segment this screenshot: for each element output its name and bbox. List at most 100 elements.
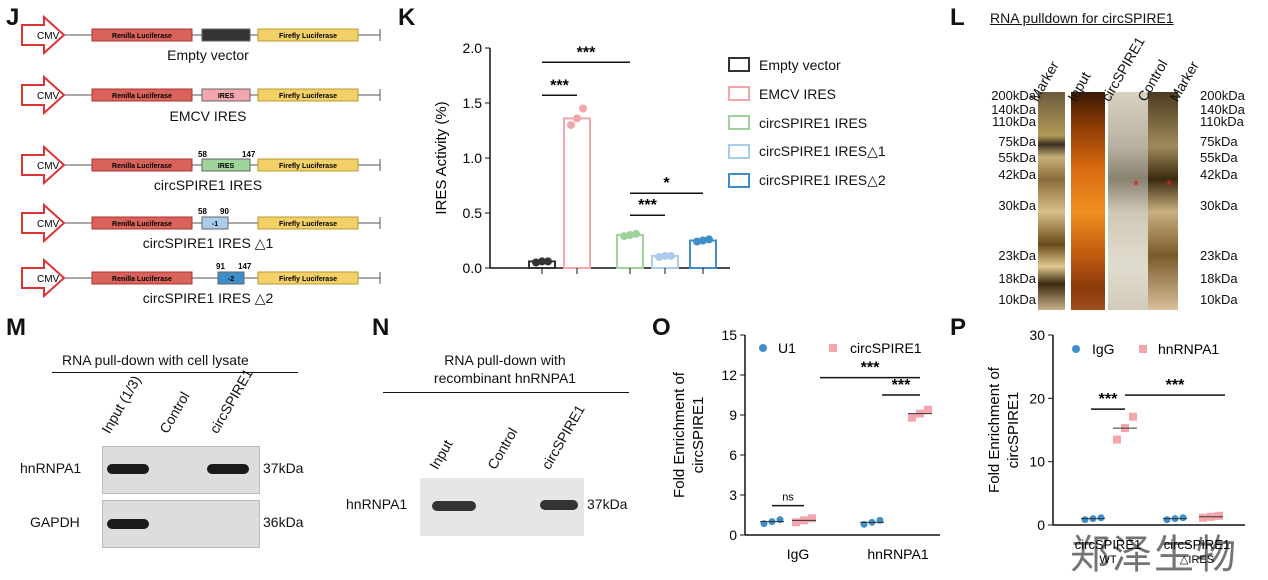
k-legend-item: circSPIRE1 IRES△1 <box>728 137 928 166</box>
p-sig-2: *** <box>1166 377 1185 394</box>
firefly-label: Firefly Luciferase <box>279 163 337 170</box>
blot-n-title-1: RNA pull-down with <box>444 352 566 368</box>
p-point-igg <box>1097 514 1105 522</box>
l-size-right: 10kDa <box>1200 292 1238 307</box>
p-y-tick-label: 0 <box>1037 517 1045 533</box>
l-size-right: 200kDa <box>1200 88 1245 103</box>
construct-caption: circSPIRE1 IRES △1 <box>142 235 274 251</box>
m-lane-label: Control <box>156 388 193 436</box>
k-legend-swatch <box>728 86 750 101</box>
o-point-circ <box>792 518 800 527</box>
insert-label: IRES <box>218 93 235 100</box>
k-legend-label: circSPIRE1 IRES△1 <box>759 143 886 159</box>
k-sig-circ-vs-d2: * <box>663 175 670 192</box>
l-size-right: 55kDa <box>1200 150 1238 165</box>
construct-diagram: CMV Renilla Luciferase Firefly Luciferase C… <box>21 16 381 297</box>
renilla-label: Renilla Luciferase <box>112 93 172 100</box>
o-y-tick-label: 9 <box>729 407 737 423</box>
k-legend-item: Empty vector <box>728 50 928 79</box>
p-x-label-1a: circSPIRE1 <box>1075 537 1141 552</box>
k-data-point <box>699 236 707 245</box>
insert-box <box>201 158 251 172</box>
l-size-right: 30kDa <box>1200 198 1238 213</box>
panel-label-n: N <box>372 314 390 341</box>
k-data-point <box>538 257 546 266</box>
renilla-label: Renilla Luciferase <box>112 276 172 283</box>
band-star-2: * <box>1166 178 1173 195</box>
firefly-box <box>257 216 359 230</box>
p-point-hnrnpa1 <box>1199 513 1207 522</box>
l-size-right: 42kDa <box>1200 167 1238 182</box>
k-legend-swatch <box>728 115 750 130</box>
k-legend-item: EMCV IRES <box>728 79 928 108</box>
p-point-hnrnpa1 <box>1129 412 1137 421</box>
k-data-point <box>655 253 663 261</box>
l-size-right: 75kDa <box>1200 134 1238 149</box>
firefly-box <box>257 28 359 42</box>
o-sig-2: *** <box>892 377 911 394</box>
k-bar <box>689 239 717 269</box>
firefly-box <box>257 158 359 172</box>
o-y-axis-label-1: Fold Enrichment of <box>671 371 688 498</box>
blot-m-title: RNA pull-down with cell lysate <box>62 352 249 368</box>
o-point-circ <box>924 405 932 414</box>
p-y-tick-label: 20 <box>1029 390 1045 406</box>
p-point-igg <box>1081 516 1089 524</box>
p-legend-igg: IgG <box>1092 341 1115 357</box>
cmv-label: CMV <box>37 31 60 42</box>
m-lane-label: Input (1/3) <box>98 372 144 436</box>
o-sig-1: *** <box>861 360 880 377</box>
p-legend-dot-hnrnpa1 <box>1139 345 1147 353</box>
k-sig-empty-vs-emcv: *** <box>550 77 569 94</box>
cmv-label: CMV <box>37 161 60 172</box>
pulldown-l-title: RNA pulldown for circSPIRE1 <box>990 10 1174 26</box>
l-size-right: 140kDa <box>1200 102 1245 117</box>
o-y-tick-label: 15 <box>721 327 737 343</box>
firefly-box <box>257 271 359 285</box>
panel-label-p: P <box>950 314 967 341</box>
cmv-label: CMV <box>37 91 60 102</box>
blot-n-strip <box>420 478 584 536</box>
firefly-label: Firefly Luciferase <box>279 93 337 100</box>
l-size-left: 200kDa <box>991 88 1036 103</box>
blot-n-title-2: recombinant hnRNPA1 <box>433 370 577 386</box>
p-point-hnrnpa1 <box>1215 511 1223 520</box>
blot-m-size-2: 36kDa <box>263 514 304 530</box>
o-y-tick-label: 12 <box>721 367 737 383</box>
o-y-tick-label: 6 <box>729 447 737 463</box>
o-point-circ <box>908 413 916 422</box>
k-data-point <box>579 104 587 113</box>
silver-stain-gel <box>1038 92 1178 310</box>
l-size-right: 23kDa <box>1200 248 1238 263</box>
k-legend-swatch <box>728 173 750 188</box>
blot-n-title-rule <box>383 392 629 393</box>
p-y-tick-label: 30 <box>1029 327 1045 343</box>
l-size-left: 75kDa <box>998 134 1036 149</box>
construct-caption: EMCV IRES <box>169 108 247 124</box>
o-x-label-1: IgG <box>787 546 810 562</box>
o-legend-dot-circ <box>829 344 837 352</box>
blot-m-title-rule <box>52 372 298 373</box>
blot-n-size: 37kDa <box>587 496 628 512</box>
renilla-label: Renilla Luciferase <box>112 163 172 170</box>
o-legend-circ: circSPIRE1 <box>850 340 922 356</box>
pos-147: 147 <box>238 262 252 271</box>
l-size-left: 140kDa <box>991 102 1036 117</box>
insert-label: -1 <box>212 221 218 228</box>
p-point-igg <box>1163 516 1171 524</box>
n-lane-label: circSPIRE1 <box>538 402 588 472</box>
k-data-point <box>693 237 701 246</box>
o-x-label-2: hnRNPA1 <box>867 546 928 562</box>
o-y-tick-label: 0 <box>729 527 737 543</box>
o-point-circ <box>808 514 816 523</box>
k-y-tick-label: 0.5 <box>463 205 483 221</box>
watermark: 郑泽生物 <box>1070 533 1238 577</box>
blot-m-size-1: 37kDa <box>263 460 304 476</box>
renilla-label: Renilla Luciferase <box>112 33 172 40</box>
firefly-box <box>257 88 359 102</box>
chart-k-legend: Empty vector EMCV IRES circSPIRE1 IRES circ… <box>728 50 928 195</box>
k-y-tick-label: 2.0 <box>463 40 483 56</box>
insert-box <box>201 88 251 102</box>
